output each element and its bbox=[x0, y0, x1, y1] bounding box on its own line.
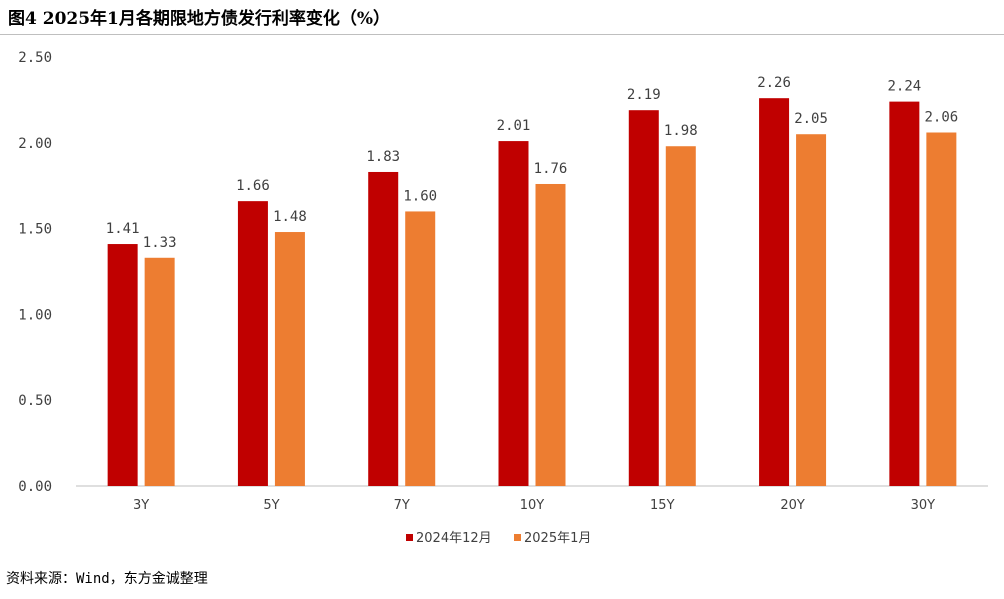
bar-7y-series-1 bbox=[368, 171, 399, 487]
data-label: 2.01 bbox=[497, 118, 531, 134]
data-label: 2.26 bbox=[757, 75, 791, 91]
bar-5y-series-2 bbox=[274, 232, 305, 486]
data-label: 1.41 bbox=[106, 221, 140, 237]
legend-item: 2024年12月 bbox=[406, 531, 492, 546]
bar-15y-series-2 bbox=[665, 146, 696, 486]
data-label-group: 1.411.33 1.661.48 1.83 1.60 2.01 1.76 2.19 1.98… bbox=[106, 75, 958, 251]
bar-7y-series-2 bbox=[405, 211, 436, 486]
bar-20y-series-2 bbox=[796, 134, 827, 486]
x-category-label: 20Y bbox=[780, 498, 805, 513]
data-label: 1.76 bbox=[534, 161, 568, 177]
legend-item: 2025年1月 bbox=[514, 531, 591, 546]
data-label: 2.05 bbox=[794, 111, 828, 127]
title-divider bbox=[0, 34, 1004, 35]
data-label: 1.33 bbox=[143, 235, 177, 251]
bar-30y-series-2 bbox=[926, 132, 957, 486]
bar-5y-series-1 bbox=[237, 201, 268, 487]
x-category-label: 15Y bbox=[650, 498, 675, 513]
x-category-label: 5Y bbox=[263, 498, 279, 513]
data-label: 1.60 bbox=[403, 188, 437, 204]
legend-swatch bbox=[406, 534, 413, 541]
legend-label: 2025年1月 bbox=[524, 531, 591, 546]
bar-15y-series-1 bbox=[628, 110, 659, 487]
data-label: 1.83 bbox=[366, 149, 400, 165]
x-category-label: 30Y bbox=[911, 498, 936, 513]
data-label: 1.98 bbox=[664, 123, 698, 139]
bar-10y-series-2 bbox=[535, 183, 566, 486]
y-tick-label: 1.00 bbox=[18, 307, 52, 323]
x-axis: 3Y 5Y 7Y 10Y 15Y 20Y 30Y bbox=[76, 485, 988, 513]
bar-3y-series-1 bbox=[107, 244, 138, 486]
y-tick-label: 0.00 bbox=[18, 479, 52, 495]
legend-label: 2024年12月 bbox=[416, 531, 492, 546]
data-label: 1.48 bbox=[273, 209, 307, 225]
bar-30y-series-1 bbox=[889, 101, 920, 486]
y-tick-label: 0.50 bbox=[18, 393, 52, 409]
source-note: 资料来源：Wind，东方金诚整理 bbox=[6, 571, 208, 587]
bar-3y-series-2 bbox=[144, 257, 175, 486]
bar-10y-series-1 bbox=[498, 141, 529, 487]
bar-chart: 0.00 0.50 1.00 1.50 2.00 2.50 3Y 5Y 7Y 10Y 15Y 20Y… bbox=[18, 50, 988, 546]
data-label: 2.06 bbox=[924, 110, 958, 126]
y-axis: 0.00 0.50 1.00 1.50 2.00 2.50 bbox=[18, 50, 52, 495]
legend-swatch bbox=[514, 534, 521, 541]
y-tick-label: 1.50 bbox=[18, 222, 52, 238]
data-label: 2.19 bbox=[627, 87, 661, 103]
data-label: 1.66 bbox=[236, 178, 270, 194]
bar-20y-series-1 bbox=[759, 98, 790, 487]
x-category-label: 3Y bbox=[133, 498, 149, 513]
y-tick-label: 2.50 bbox=[18, 50, 52, 66]
bar-series-group bbox=[107, 98, 957, 487]
y-tick-label: 2.00 bbox=[18, 136, 52, 152]
x-category-label: 7Y bbox=[394, 498, 410, 513]
data-label: 2.24 bbox=[887, 79, 921, 95]
chart-legend: 2024年12月 2025年1月 bbox=[406, 531, 591, 546]
figure-title: 图4 2025年1月各期限地方债发行利率变化（%） bbox=[8, 9, 391, 29]
x-category-label: 10Y bbox=[520, 498, 545, 513]
